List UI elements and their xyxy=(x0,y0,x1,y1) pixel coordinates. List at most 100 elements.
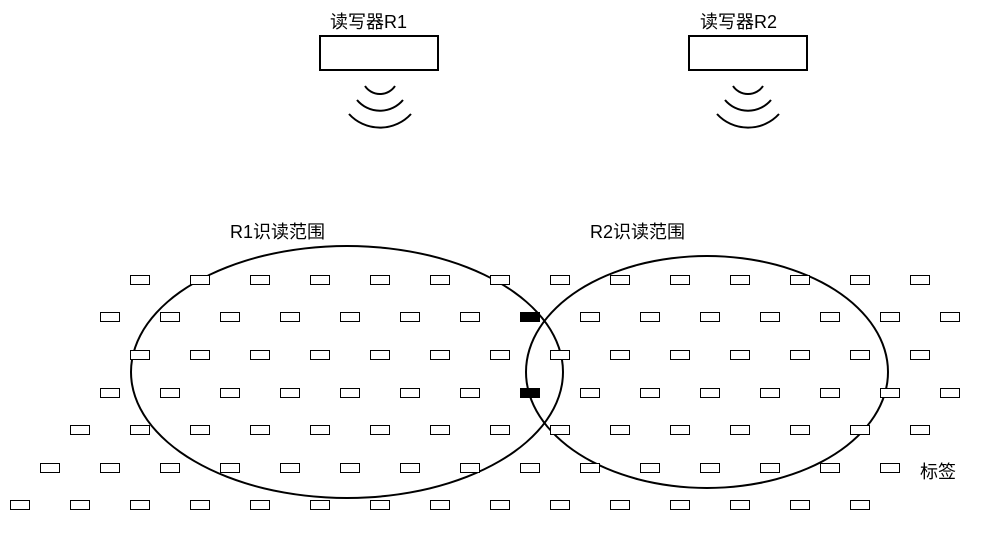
tag xyxy=(910,275,930,285)
tag xyxy=(760,463,780,473)
tag xyxy=(400,312,420,322)
tag xyxy=(160,463,180,473)
tag xyxy=(310,275,330,285)
tag xyxy=(190,500,210,510)
tag xyxy=(370,500,390,510)
tag xyxy=(700,312,720,322)
tag xyxy=(490,425,510,435)
tag xyxy=(100,388,120,398)
tag xyxy=(370,350,390,360)
tag xyxy=(790,425,810,435)
tag xyxy=(460,463,480,473)
tag xyxy=(130,275,150,285)
tag xyxy=(550,275,570,285)
tag xyxy=(880,388,900,398)
tag xyxy=(850,275,870,285)
tag xyxy=(310,500,330,510)
tag xyxy=(190,275,210,285)
tag xyxy=(910,425,930,435)
tag xyxy=(430,275,450,285)
tag xyxy=(730,350,750,360)
tag xyxy=(100,463,120,473)
range2-label: R2识读范围 xyxy=(590,218,685,244)
tag xyxy=(430,350,450,360)
tag xyxy=(160,388,180,398)
tag xyxy=(40,463,60,473)
tag xyxy=(640,388,660,398)
tag xyxy=(850,500,870,510)
tag xyxy=(130,350,150,360)
tag xyxy=(310,425,330,435)
tag-legend-label: 标签 xyxy=(920,458,956,484)
tag xyxy=(700,388,720,398)
tag xyxy=(490,500,510,510)
tag xyxy=(490,350,510,360)
tag xyxy=(220,312,240,322)
tag xyxy=(730,500,750,510)
tag xyxy=(160,312,180,322)
tag xyxy=(280,312,300,322)
tag xyxy=(790,275,810,285)
tag xyxy=(130,500,150,510)
tag xyxy=(610,500,630,510)
tag xyxy=(670,350,690,360)
tag xyxy=(250,500,270,510)
tag xyxy=(70,425,90,435)
tag xyxy=(370,425,390,435)
reader1-label: 读写器R1 xyxy=(330,8,407,34)
waves-r2-icon xyxy=(708,76,788,136)
tag xyxy=(550,425,570,435)
tag xyxy=(610,425,630,435)
tag xyxy=(310,350,330,360)
tag xyxy=(940,312,960,322)
tag xyxy=(190,425,210,435)
tag xyxy=(70,500,90,510)
tag xyxy=(490,275,510,285)
tag xyxy=(640,463,660,473)
tag xyxy=(730,275,750,285)
tag xyxy=(550,350,570,360)
tag xyxy=(370,275,390,285)
waves-r1-icon xyxy=(340,76,420,136)
tag xyxy=(610,275,630,285)
tag xyxy=(640,312,660,322)
tag xyxy=(250,425,270,435)
tag xyxy=(610,350,630,360)
diagram-canvas: 读写器R1 读写器R2 R1识读范围 R2识读范围 标签 xyxy=(0,0,1000,533)
reader2-label: 读写器R2 xyxy=(700,8,777,34)
tag xyxy=(520,463,540,473)
tag xyxy=(460,388,480,398)
reader2-box xyxy=(688,35,808,71)
tag xyxy=(580,312,600,322)
tag xyxy=(820,463,840,473)
tag xyxy=(280,388,300,398)
tag xyxy=(130,425,150,435)
tag xyxy=(580,463,600,473)
tag xyxy=(100,312,120,322)
tag xyxy=(730,425,750,435)
tag xyxy=(820,388,840,398)
tag xyxy=(400,463,420,473)
tag xyxy=(550,500,570,510)
tag xyxy=(580,388,600,398)
tag xyxy=(340,463,360,473)
ellipse-r2 xyxy=(525,255,889,489)
tag xyxy=(520,388,540,398)
tag xyxy=(220,463,240,473)
tag xyxy=(340,388,360,398)
tag xyxy=(760,388,780,398)
tag xyxy=(670,275,690,285)
tag xyxy=(790,350,810,360)
tag xyxy=(910,350,930,360)
tag xyxy=(700,463,720,473)
tag xyxy=(940,388,960,398)
tag xyxy=(430,425,450,435)
tag xyxy=(670,425,690,435)
tag xyxy=(220,388,240,398)
tag xyxy=(820,312,840,322)
tag xyxy=(760,312,780,322)
tag xyxy=(460,312,480,322)
tag xyxy=(400,388,420,398)
tag xyxy=(430,500,450,510)
tag xyxy=(880,312,900,322)
